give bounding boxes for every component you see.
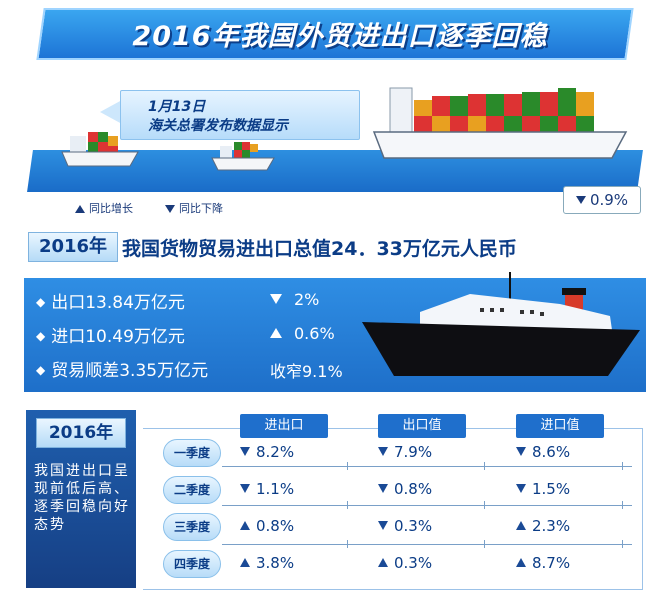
cell-q2-total: 1.1% [240, 480, 294, 498]
summary-change-value: 收窄9.1% [270, 362, 343, 381]
tick [484, 540, 485, 548]
legend-increase: 同比增长 [75, 200, 133, 216]
quarterly-description: 我国进出口呈现前低后高、逐季回稳向好态势 [34, 463, 130, 533]
summary-row-label: 贸易顺差3.35万亿元 [51, 361, 209, 381]
cell-q2-export: 0.8% [378, 480, 432, 498]
diamond-icon: ◆ [36, 363, 46, 377]
legend-decrease: 同比下降 [165, 200, 223, 216]
triangle-down-icon [516, 484, 526, 493]
triangle-down-icon [270, 294, 282, 304]
quarter-label-q4: 四季度 [163, 550, 221, 578]
triangle-down-icon [240, 484, 250, 493]
speech-bubble [120, 90, 360, 140]
cell-q3-export: 0.3% [378, 517, 432, 535]
column-header-import: 进口值 [516, 414, 604, 438]
cell-value: 0.8% [394, 480, 433, 498]
data-source: 海关总署发布数据显示 [148, 118, 288, 134]
cell-q3-total: 0.8% [240, 517, 294, 535]
tick [622, 501, 623, 509]
triangle-up-icon [516, 558, 526, 567]
cell-value: 0.3% [394, 517, 433, 535]
cell-value: 7.9% [394, 443, 433, 461]
quarterly-year-tag: 2016年 [36, 418, 126, 448]
summary-change-export: 2% [270, 290, 319, 309]
cell-value: 0.8% [256, 517, 295, 535]
tick [347, 540, 348, 548]
diamond-icon: ◆ [36, 329, 46, 343]
cell-value: 2.3% [532, 517, 571, 535]
cell-q4-total: 3.8% [240, 554, 294, 572]
summary-change-import: 0.6% [270, 324, 335, 343]
tick [347, 462, 348, 470]
cell-value: 8.6% [532, 443, 571, 461]
cell-value: 8.2% [256, 443, 295, 461]
cell-value: 1.1% [256, 480, 295, 498]
cell-value: 1.5% [532, 480, 571, 498]
triangle-up-icon [270, 328, 282, 338]
summary-row-label: 出口13.84万亿元 [51, 293, 185, 313]
cell-q4-export: 0.3% [378, 554, 432, 572]
triangle-down-icon [165, 205, 175, 213]
tick [484, 501, 485, 509]
cargo-ship-icon [372, 87, 628, 159]
cell-value: 3.8% [256, 554, 295, 572]
summary-change-value: 0.6% [294, 324, 335, 343]
triangle-down-icon [516, 447, 526, 456]
column-header-total: 进出口 [240, 414, 328, 438]
cell-q1-total: 8.2% [240, 443, 294, 461]
small-ship-icon [61, 132, 139, 167]
cell-q4-import: 8.7% [516, 554, 570, 572]
summary-change-value: 2% [294, 290, 320, 309]
summary-row-import: ◆ 进口10.49万亿元 [36, 322, 185, 347]
cell-q1-export: 7.9% [378, 443, 432, 461]
triangle-up-icon [378, 558, 388, 567]
column-header-export: 出口值 [378, 414, 466, 438]
ship-silhouette-icon [362, 272, 640, 376]
tick [484, 462, 485, 470]
total-change-badge: 0.9% [563, 186, 641, 214]
triangle-down-icon [378, 521, 388, 530]
quarter-label-q2: 二季度 [163, 476, 221, 504]
page-title: 2016年我国外贸进出口逐季回稳 [132, 21, 548, 52]
tick [622, 540, 623, 548]
tiny-ship-icon [211, 142, 275, 171]
cell-value: 8.7% [532, 554, 571, 572]
diamond-icon: ◆ [36, 295, 46, 309]
total-change-value: 0.9% [589, 191, 629, 209]
summary-headline: 我国货物贸易进出口总值24．33万亿元人民币 [122, 238, 517, 260]
cell-q1-import: 8.6% [516, 443, 570, 461]
triangle-down-icon [575, 196, 586, 204]
cell-q3-import: 2.3% [516, 517, 570, 535]
summary-row-surplus: ◆ 贸易顺差3.35万亿元 [36, 356, 208, 381]
legend-increase-label: 同比增长 [89, 202, 133, 215]
cell-q2-import: 1.5% [516, 480, 570, 498]
cell-value: 0.3% [394, 554, 433, 572]
summary-row-label: 进口10.49万亿元 [51, 327, 185, 347]
triangle-down-icon [240, 447, 250, 456]
triangle-up-icon [516, 521, 526, 530]
tick [622, 462, 623, 470]
triangle-up-icon [240, 521, 250, 530]
row-divider [222, 544, 632, 545]
row-divider [222, 505, 632, 506]
row-divider [222, 466, 632, 467]
legend-decrease-label: 同比下降 [179, 202, 223, 215]
release-date: 1月13日 [148, 99, 206, 115]
summary-change-surplus: 收窄9.1% [270, 358, 343, 382]
triangle-down-icon [378, 484, 388, 493]
triangle-up-icon [240, 558, 250, 567]
quarter-label-q3: 三季度 [163, 513, 221, 541]
triangle-down-icon [378, 447, 388, 456]
header-banner: 2016年我国外贸进出口逐季回稳 1月13日 [0, 0, 669, 215]
quarter-label-q1: 一季度 [163, 439, 221, 467]
tick [347, 501, 348, 509]
triangle-up-icon [75, 205, 85, 213]
summary-row-export: ◆ 出口13.84万亿元 [36, 288, 185, 313]
speech-bubble-tail [100, 100, 122, 124]
summary-year-tag: 2016年 [28, 232, 118, 262]
